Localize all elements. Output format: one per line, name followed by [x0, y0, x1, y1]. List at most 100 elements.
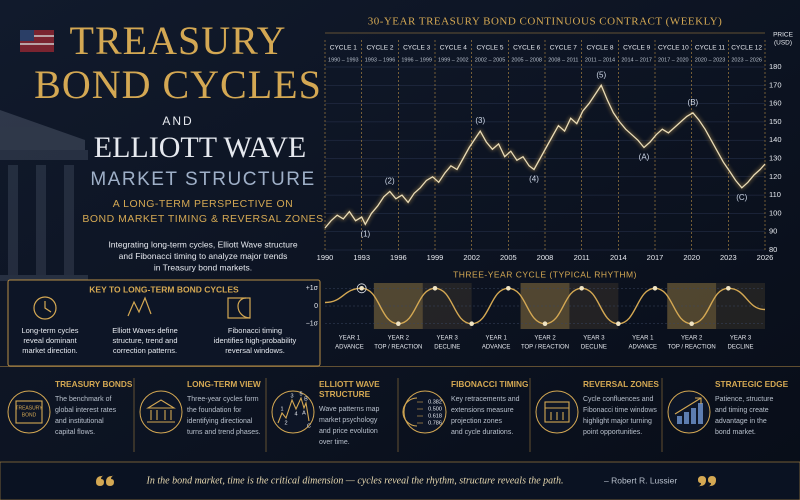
y-tick-label: 110	[769, 190, 781, 199]
tagline: BOND MARKET TIMING & REVERSAL ZONES	[82, 213, 323, 225]
card-text: and timing create	[715, 407, 769, 414]
cycle-years: 2008 – 2011	[548, 57, 578, 63]
card-text: and cycle durations.	[451, 429, 513, 436]
description: in Treasury bond markets.	[154, 262, 252, 272]
cycle-years: 2014 – 2017	[621, 57, 652, 63]
card-icon-bar	[698, 403, 703, 424]
section-rule	[0, 366, 800, 367]
key-text: market direction.	[22, 346, 77, 355]
description: Integrating long-term cycles, Elliott Wa…	[108, 239, 297, 249]
x-tick-label: 1993	[353, 253, 370, 262]
card-text: the foundation for	[187, 407, 242, 414]
y-tick-label: 100	[769, 208, 782, 217]
card-title: REVERSAL ZONES	[583, 379, 659, 389]
x-tick-label: 1999	[427, 253, 444, 262]
icon-label: TREASURY	[15, 405, 43, 411]
cycle-years: 1996 – 1999	[401, 57, 432, 63]
card-title: FIBONACCI TIMING	[451, 379, 528, 389]
icon-label: 1	[280, 406, 283, 412]
phase-year: YEAR 1	[632, 336, 654, 342]
y-tick-label: −1σ	[306, 321, 319, 328]
icon-label: C	[307, 423, 311, 429]
subtitle: MARKET STRUCTURE	[90, 169, 315, 190]
cycle-name: CYCLE 10	[658, 45, 689, 52]
x-tick-label: 2026	[757, 253, 774, 262]
phase-year: YEAR 2	[534, 336, 556, 342]
icon-label: 0.382	[428, 399, 442, 405]
y-tick-label: 90	[769, 227, 777, 236]
y-axis-title: PRICE	[773, 32, 794, 39]
flag-icon	[20, 30, 54, 52]
x-tick-label: 2020	[683, 253, 700, 262]
y-tick-label: 170	[769, 80, 782, 89]
price-line	[324, 83, 766, 229]
wave-label: (5)	[596, 70, 606, 79]
icon-label: 4	[294, 411, 297, 417]
cycle-point	[616, 321, 621, 326]
description: and Fibonacci timing to analyze major tr…	[119, 251, 288, 261]
phase-year: YEAR 1	[339, 336, 361, 342]
cycle-point	[726, 286, 731, 291]
phase-band	[667, 283, 717, 329]
x-tick-label: 2008	[537, 253, 554, 262]
cycle-point	[689, 321, 694, 326]
cycle-point	[652, 286, 658, 291]
title-connector: AND	[162, 114, 193, 128]
icon-label: B	[304, 396, 308, 402]
quote-mark-open	[96, 475, 115, 486]
card-title: LONG-TERM VIEW	[187, 379, 261, 389]
card-text: point opportunities.	[583, 429, 642, 436]
icon-label: 2	[284, 420, 287, 426]
chart-title: 30-YEAR TREASURY BOND CONTINUOUS CONTRAC…	[368, 16, 723, 28]
card-text: and institutional	[55, 418, 104, 425]
card-icon	[146, 399, 176, 423]
cycle-years: 1993 – 1996	[365, 57, 396, 63]
cycle-years: 2017 – 2020	[658, 57, 689, 63]
y-tick-label: 0	[314, 303, 318, 310]
phase-label: TOP / REACTION	[374, 345, 422, 351]
main-title: BOND CYCLES	[34, 62, 322, 107]
x-tick-label: 2005	[500, 253, 517, 262]
card-text: extensions measure	[451, 407, 514, 414]
icon-label: 0.786	[428, 420, 442, 426]
cycle-years: 2020 – 2023	[695, 57, 726, 63]
card-title: ELLIOTT WAVE	[319, 379, 380, 389]
cycle-name: CYCLE 2	[366, 45, 393, 52]
cycle-point	[432, 286, 438, 291]
phase-year: YEAR 1	[485, 336, 507, 342]
card-text: capital flows.	[55, 429, 95, 436]
quote-bar	[0, 461, 800, 500]
card-text: Three-year cycles form	[187, 396, 259, 403]
subtitle: ELLIOTT WAVE	[94, 131, 306, 164]
y-tick-label: 120	[769, 172, 782, 181]
cycle-point	[469, 321, 474, 326]
cycle-point	[542, 321, 548, 326]
key-title: KEY TO LONG-TERM BOND CYCLES	[89, 284, 239, 294]
phase-label: TOP / REACTION	[521, 345, 569, 351]
y-tick-label: 150	[769, 117, 782, 126]
main-title: TREASURY	[70, 18, 287, 63]
y-axis-title: (USD)	[774, 40, 792, 47]
building-illustration	[0, 110, 88, 281]
cycle-point	[506, 286, 511, 291]
cycle-point	[579, 286, 584, 291]
y-tick-label: 180	[769, 62, 782, 71]
key-text: structure, trend and	[112, 336, 177, 345]
icon-label: 3	[290, 393, 293, 399]
key-text: correction patterns.	[113, 346, 177, 355]
card-icon-bar	[691, 408, 696, 424]
card-title: TREASURY BONDS	[55, 379, 133, 389]
key-text: identifies high-probability	[214, 336, 297, 345]
key-text: reveal dominant	[23, 336, 77, 345]
icon-label: 0.618	[428, 413, 442, 419]
phase-label: DECLINE	[434, 345, 460, 351]
card-icon	[674, 397, 702, 415]
quote-mark-close	[697, 476, 716, 487]
cycle-name: CYCLE 11	[695, 45, 726, 52]
card-text: global interest rates	[55, 407, 117, 414]
y-tick-label: 130	[769, 153, 782, 162]
wave-label: (2)	[385, 177, 395, 186]
card-text: market psychology	[319, 417, 378, 424]
card-icon	[15, 400, 43, 424]
